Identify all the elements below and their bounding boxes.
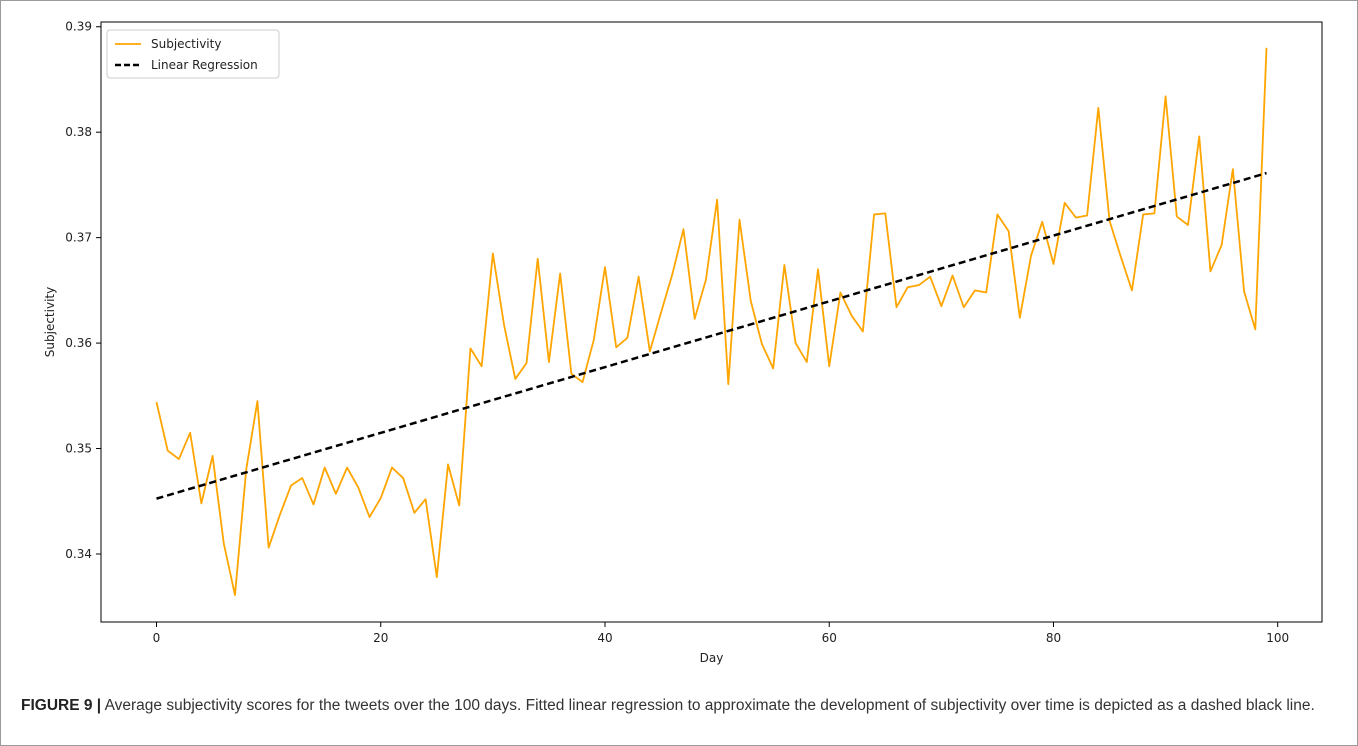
y-axis: 0.34 0.35 0.36 0.37 0.38 0.39: [65, 20, 101, 561]
regression-line: [156, 171, 1267, 500]
y-axis-label: Subjectivity: [43, 287, 57, 357]
x-tick-label: 100: [1266, 631, 1289, 645]
y-tick-label: 0.39: [65, 20, 92, 34]
subjectivity-line: [155, 47, 1268, 597]
legend: Subjectivity Linear Regression: [106, 29, 280, 79]
y-tick-label: 0.34: [65, 547, 92, 561]
plot-area: [101, 22, 1322, 622]
y-tick-label: 0.36: [65, 336, 92, 350]
x-tick-label: 40: [597, 631, 612, 645]
figure-caption: FIGURE 9 | Average subjectivity scores f…: [21, 694, 1341, 718]
x-tick-label: 20: [373, 631, 388, 645]
x-axis: 0 20 40 60 80 100: [153, 622, 1289, 645]
x-axis-label: Day: [700, 651, 724, 665]
y-tick-label: 0.37: [65, 231, 92, 245]
x-tick-label: 0: [153, 631, 161, 645]
series-layer: [155, 47, 1268, 597]
y-tick-label: 0.35: [65, 442, 92, 456]
line-chart: 0 20 40 60 80 100 0.34 0.35 0.36 0.37 0.38 0.39 Da…: [43, 20, 1323, 665]
figure-label: FIGURE 9 |: [21, 697, 102, 714]
x-tick-label: 60: [822, 631, 837, 645]
y-tick-label: 0.38: [65, 125, 92, 139]
legend-label-subjectivity: Subjectivity: [151, 37, 221, 51]
x-tick-label: 80: [1046, 631, 1061, 645]
legend-label-regression: Linear Regression: [151, 58, 258, 72]
caption-text: Average subjectivity scores for the twee…: [101, 697, 1315, 714]
plot-frame: [100, 21, 1323, 623]
legend-box: [106, 29, 280, 79]
